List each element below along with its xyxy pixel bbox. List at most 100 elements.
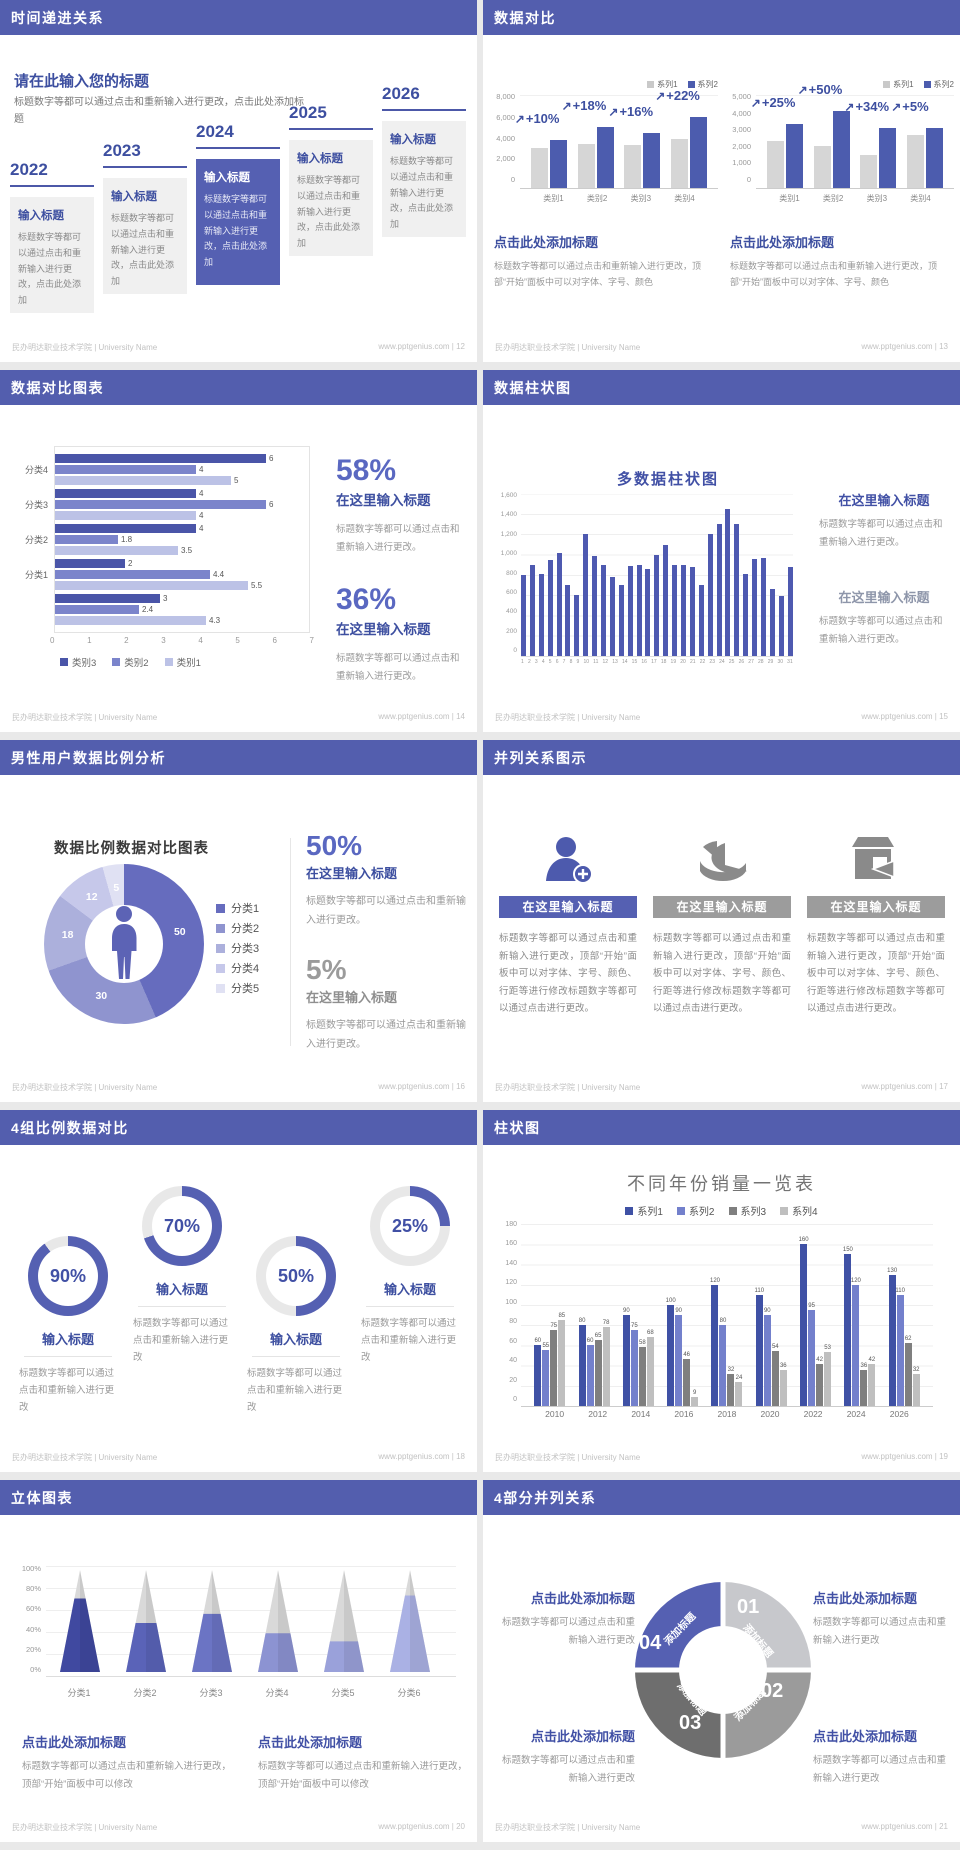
y-tick: 200 — [506, 627, 517, 635]
bar — [734, 524, 740, 656]
slide-cones[interactable]: 立体图表 100% 80% 60% 40% 20% 0% 分类1 分类2 分类3 分类4 分类5 分… — [0, 1480, 477, 1842]
gauge-desc: 标题数字等都可以通过点击和重新输入进行更改 — [361, 1318, 457, 1364]
block-heading: 在这里输入标题 — [838, 590, 930, 606]
timeline-label: 输入标题 — [111, 191, 157, 203]
bar-series2 — [832, 111, 850, 188]
slide-quad[interactable]: 4部分并列关系 01 添加标题 02 添加标题 03 添加标题 04 添加标题 点击此处添加标… — [483, 1480, 960, 1842]
footer-right: www.pptgenius.com20 — [378, 1822, 465, 1833]
bar — [547, 560, 553, 656]
timeline-year: 2024 — [196, 122, 234, 141]
timeline-year: 2023 — [103, 141, 141, 160]
bar-series2 — [926, 128, 944, 188]
slide-footer: 民办明达职业技术学院 | University Name www.pptgeniu… — [12, 1082, 465, 1093]
footer-page-number: 12 — [450, 342, 465, 351]
arrow-icon: ↗ — [561, 99, 572, 113]
y-tick: 2,000 — [496, 154, 515, 164]
slide-title: 立体图表 — [11, 1489, 73, 1506]
bar: 32 — [727, 1367, 735, 1406]
timeline-label: 输入标题 — [390, 134, 436, 146]
footer-page-number: 13 — [933, 342, 948, 351]
value-label: 65 — [594, 1333, 602, 1339]
bar-series1 — [813, 146, 831, 188]
segment-value-label: 50 — [173, 926, 186, 939]
slide-parallel[interactable]: 并列关系图示 在这里输入标题 标题数字等都可以通过点击和重新输入进行更改，顶部“… — [483, 740, 960, 1102]
bar — [672, 565, 678, 656]
cone — [258, 1570, 298, 1672]
stats-panel: 50% 在这里输入标题 标题数字等都可以通过点击和重新输入进行更改。 5% 在这… — [306, 830, 466, 1054]
y-tick: 160 — [505, 1240, 517, 1248]
bar — [609, 577, 615, 656]
value-label: 80 — [578, 1318, 586, 1324]
x-tick: 类别3 — [630, 194, 652, 203]
chart-legend: 系列1 系列2 系列3 系列4 — [483, 1203, 960, 1218]
slide-title-bar: 数据对比 — [483, 0, 960, 35]
footer-right: www.pptgenius.com15 — [861, 712, 948, 723]
slide-data-compare[interactable]: 数据对比 系列1 系列2 8,000 6,000 4,000 2,000 0 ↗+10% ↗+… — [483, 0, 960, 362]
value-label: 36 — [860, 1363, 868, 1369]
timeline-desc: 标题数字等都可以通过点击和重新输入进行更改，点击此处添加 — [18, 232, 82, 305]
vertical-divider — [290, 838, 291, 1046]
footer-brand: 民办明达职业技术学院 | University Name — [495, 713, 641, 722]
segment-number: 04 — [639, 1632, 662, 1654]
x-tick: 类别2 — [586, 194, 608, 203]
segment-value-label: 12 — [85, 890, 98, 903]
legend-swatch — [687, 80, 695, 88]
value-label: 58 — [639, 1340, 646, 1346]
bar-series2 — [596, 127, 614, 188]
gauge: 25% 输入标题 标题数字等都可以通过点击和重新输入进行更改 — [358, 1186, 462, 1366]
bar: 54 — [771, 1344, 779, 1406]
male-icon — [112, 906, 137, 979]
bar — [778, 596, 784, 656]
x-axis-labels: 类别1 类别2 类别3 类别4 — [756, 193, 954, 204]
slide-gauges[interactable]: 4组比例数据对比 90% 输入标题 标题数字等都可以通过点击和重新输入进行更改 70%… — [0, 1110, 477, 1472]
block-desc: 标题数字等都可以通过点击和重新输入进行更改。 — [819, 519, 943, 548]
ring-hole — [679, 1626, 767, 1714]
y-tick: 6,000 — [496, 112, 515, 122]
x-tick: 21 — [689, 659, 696, 665]
bar: 60 — [586, 1338, 594, 1406]
footer-right: www.pptgenius.com19 — [861, 1452, 948, 1463]
slide-footer: 民办明达职业技术学院 | University Name www.pptgeniu… — [12, 1452, 465, 1463]
bar — [592, 556, 598, 656]
value-label: 110 — [895, 1288, 905, 1294]
arrow-icon: ↗ — [891, 100, 902, 114]
slide-compare-chart[interactable]: 数据对比图表 分类4 分类3 分类2 分类1 6 4 5 4 6 4 4 1.8 3.5 2 4.4 5.5 3… — [0, 370, 477, 732]
value-label: 160 — [798, 1237, 809, 1243]
slide-male-donut[interactable]: 男性用户数据比例分析 数据比例数据对比图表 50 30 18 12 5 分类1 分类2 分类… — [0, 740, 477, 1102]
footer-right: www.pptgenius.com12 — [378, 342, 465, 353]
bar-group: ↗+10% — [515, 112, 567, 188]
chart-title: 多数据柱状图 — [616, 471, 719, 488]
bar — [55, 546, 178, 555]
gauge-ring: 70% — [142, 1186, 222, 1266]
column-desc: 标题数字等都可以通过点击和重新输入进行更改，顶部“开始”面板中可以对字体、字号、… — [499, 933, 637, 1015]
x-tick: 27 — [748, 659, 754, 665]
x-tick: 6 — [555, 659, 559, 665]
bar-group: 160 95 42 53 — [799, 1237, 832, 1406]
slide-column-chart[interactable]: 数据柱状图 多数据柱状图 1,600 1,400 1,200 1,000 800 600 4… — [483, 370, 960, 732]
slide-title: 4组比例数据对比 — [11, 1119, 129, 1136]
footer-page-number: 16 — [450, 1082, 465, 1091]
x-tick: 29 — [767, 659, 774, 665]
column-desc: 标题数字等都可以通过点击和重新输入进行更改，顶部“开始”面板中可以对字体、字号、… — [653, 933, 791, 1015]
bar-group: ↗+50% — [798, 83, 850, 188]
bar: 58 — [638, 1340, 646, 1406]
legend-item: 系列3 — [728, 1203, 766, 1218]
block-heading: 点击此处添加标题 — [258, 1735, 363, 1750]
value-label: 120 — [709, 1278, 720, 1284]
bar: 90 — [622, 1308, 630, 1406]
segment-value-label: 18 — [61, 929, 74, 942]
slide-timeline[interactable]: 时间递进关系 请在此输入您的标题 标题数字等都可以通过点击和重新输入进行更改，点… — [0, 0, 477, 362]
slide-footer: 民办明达职业技术学院 | University Name www.pptgeniu… — [495, 1082, 948, 1093]
x-tick: 9 — [576, 659, 580, 665]
y-tick: 400 — [506, 608, 517, 616]
slide-year-bars[interactable]: 柱状图 不同年份销量一览表 系列1 系列2 系列3 系列4 180 160 140 120 1… — [483, 1110, 960, 1472]
bar — [55, 594, 160, 603]
y-tick: 1,400 — [500, 511, 517, 519]
timeline-desc: 标题数字等都可以通过点击和重新输入进行更改，点击此处添加 — [390, 156, 454, 229]
bar — [55, 511, 196, 520]
value-label: 4 — [199, 464, 204, 474]
y-tick: 140 — [505, 1259, 517, 1267]
y-tick: 1,000 — [500, 550, 517, 558]
bar: 110 — [895, 1288, 905, 1406]
value-label: 32 — [912, 1367, 920, 1373]
